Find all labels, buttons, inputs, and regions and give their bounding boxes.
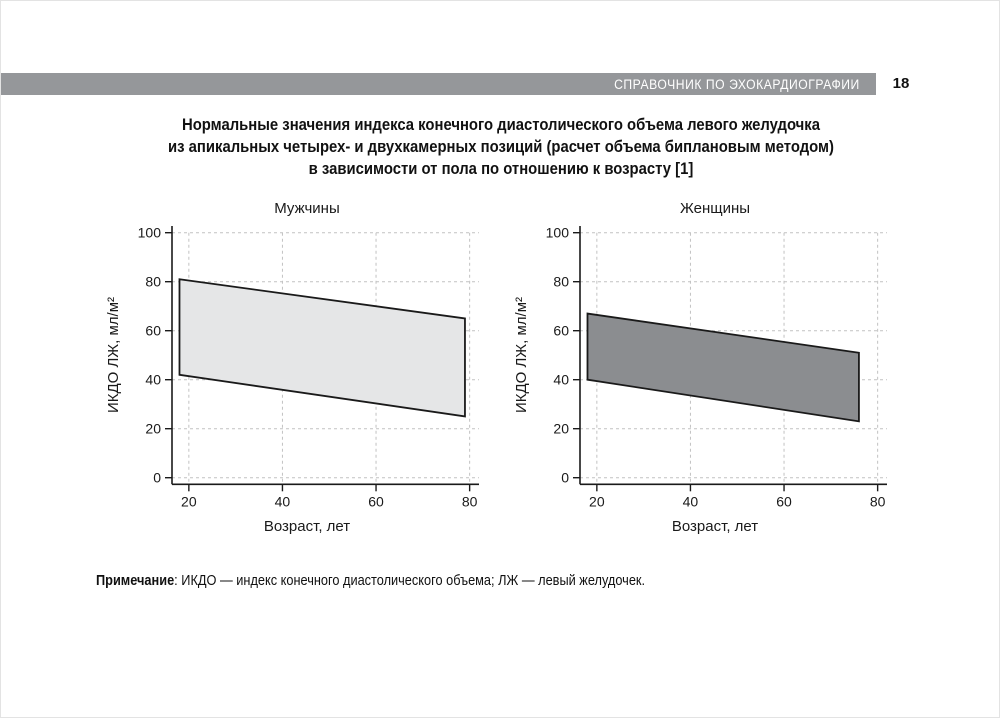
y-tick-label: 0 — [153, 470, 161, 486]
x-tick-label: 40 — [683, 493, 699, 509]
x-tick-label: 80 — [462, 493, 478, 509]
x-tick-label: 60 — [776, 493, 792, 509]
running-head-title: СПРАВОЧНИК ПО ЭХОКАРДИОГРАФИИ — [614, 76, 860, 92]
chart-title: Женщины — [680, 200, 750, 217]
footnote: Примечание: ИКДО — индекс конечного диас… — [96, 571, 645, 591]
y-tick-label: 60 — [145, 323, 161, 339]
chart-title: Мужчины — [274, 200, 339, 217]
chart-women: 0 20 40 60 80 100 20 40 60 80 Женщины Возраст, лет И… — [513, 200, 887, 535]
x-tick-label: 20 — [589, 493, 605, 509]
x-tick-label: 60 — [368, 493, 384, 509]
y-tick-label: 100 — [138, 225, 162, 241]
y-tick-label: 40 — [145, 372, 161, 388]
y-tick-label: 40 — [553, 372, 569, 388]
normal-range-band — [586, 312, 860, 423]
y-tick-label: 0 — [561, 470, 569, 486]
y-axis-title: ИКДО ЛЖ, мл/м² — [105, 297, 122, 413]
y-tick-label: 80 — [553, 274, 569, 290]
y-tick-label: 100 — [546, 225, 570, 241]
figure-title-line-1: Нормальные значения индекса конечного ди… — [181, 116, 820, 134]
running-head-bar: СПРАВОЧНИК ПО ЭХОКАРДИОГРАФИИ — [1, 73, 876, 95]
x-axis-title: Возраст, лет — [672, 518, 758, 535]
x-tick-label: 40 — [275, 493, 291, 509]
chart-men: 0 20 40 60 80 100 20 40 60 80 Мужчины Возраст, лет И… — [105, 200, 479, 535]
y-tick-label: 60 — [553, 323, 569, 339]
page-number: 18 — [892, 75, 910, 92]
y-tick-label: 20 — [145, 421, 161, 437]
figure-title: Нормальные значения индекса конечного ди… — [51, 114, 951, 180]
y-tick-label: 80 — [145, 274, 161, 290]
footnote-label: Примечание — [96, 573, 175, 589]
figure-title-line-2: из апикальных четырех- и двухкамерных по… — [168, 138, 834, 156]
figure-title-line-3: в зависимости от пола по отношению к воз… — [308, 160, 694, 178]
normal-range-band — [178, 278, 466, 418]
y-tick-label: 20 — [553, 421, 569, 437]
x-axis-title: Возраст, лет — [264, 518, 350, 535]
y-axis-title: ИКДО ЛЖ, мл/м² — [513, 297, 530, 413]
x-tick-label: 80 — [870, 493, 886, 509]
footnote-text: : ИКДО — индекс конечного диастолическог… — [174, 573, 646, 589]
x-tick-label: 20 — [181, 493, 197, 509]
